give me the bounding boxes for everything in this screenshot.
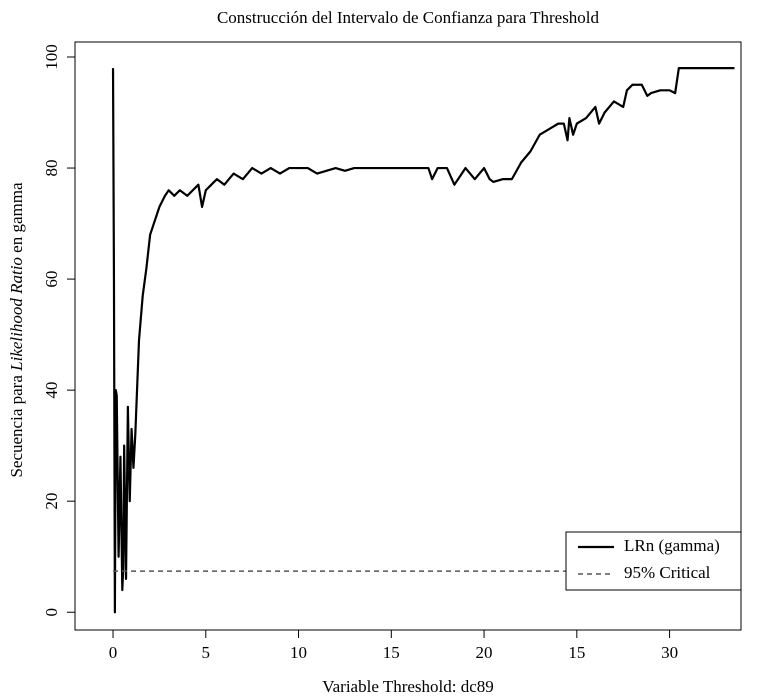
y-tick-label: 20 (42, 493, 61, 510)
x-tick-label: 15 (383, 643, 400, 662)
y-tick-label: 80 (42, 160, 61, 177)
x-tick-label: 5 (202, 643, 211, 662)
legend-label: 95% Critical (624, 563, 711, 582)
series-line (111, 66, 735, 614)
y-label-part: Likelihood Ratio (7, 257, 26, 372)
y-tick-label: 0 (42, 608, 61, 617)
chart-title: Construcción del Intervalo de Confianza … (217, 8, 600, 27)
y-tick-label: 60 (42, 271, 61, 288)
y-label-part: en gamma (7, 182, 26, 253)
x-tick-label: 15 (568, 643, 585, 662)
x-axis-label: Variable Threshold: dc89 (322, 677, 494, 696)
y-axis-label: Secuencia para Likelihood Ratio en gamma (7, 182, 26, 478)
legend-label: LRn (gamma) (624, 536, 720, 555)
x-tick-label: 10 (290, 643, 307, 662)
y-tick-label: 40 (42, 382, 61, 399)
x-tick-label: 20 (476, 643, 493, 662)
x-tick-label: 0 (109, 643, 118, 662)
legend-box (565, 531, 742, 591)
x-tick-label: 30 (661, 643, 678, 662)
y-label-part: Secuencia para (7, 375, 26, 478)
y-tick-label: 100 (42, 44, 61, 70)
